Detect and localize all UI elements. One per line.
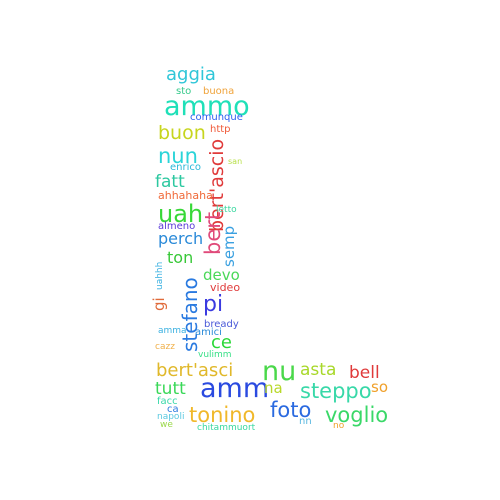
word-stefano: stefano: [178, 277, 202, 352]
word-ahhahaha: ahhahaha: [158, 189, 213, 202]
word-no: no: [333, 421, 345, 431]
word-pi: pi: [203, 292, 224, 317]
word-bready: bready: [204, 319, 239, 330]
word-facc: facc: [157, 396, 178, 407]
word-amma: amma: [158, 326, 187, 336]
word-na: na: [264, 379, 283, 397]
word-amm: amm: [200, 373, 270, 404]
word-http: http: [210, 124, 231, 135]
word-enrico: enrico: [170, 162, 201, 173]
word-cazz: cazz: [155, 342, 175, 352]
word-perch: perch: [158, 229, 204, 248]
word-san: san: [228, 157, 243, 166]
word-almeno: almeno: [158, 221, 196, 232]
word-sto: sto: [176, 86, 192, 97]
word-amici: amici: [195, 327, 222, 338]
word-asta: asta: [300, 360, 337, 380]
word-tonino: tonino: [189, 403, 256, 427]
word-steppo: steppo: [300, 379, 372, 403]
word-foto: foto: [270, 398, 312, 422]
word-napoli: napoli: [157, 412, 185, 422]
word-we: we: [160, 420, 173, 430]
word-buona: buona: [203, 86, 235, 97]
word-comunque: comunque: [190, 112, 243, 123]
word-uahhh: uahhh: [155, 262, 165, 291]
word-gi: gi: [150, 297, 168, 311]
word-bert: bert: [201, 212, 225, 256]
word-so: so: [371, 378, 388, 396]
word-bell: bell: [349, 363, 380, 383]
word-ca: ca: [167, 404, 179, 415]
word-vulimm: vulimm: [198, 350, 232, 360]
word-bert-asci: bert'asci: [156, 360, 234, 381]
word-ammo: ammo: [164, 91, 250, 122]
word-nn: nn: [299, 416, 312, 427]
word-ce: ce: [211, 332, 232, 353]
word-devo: devo: [203, 266, 240, 284]
word-buon: buon: [158, 122, 206, 144]
word-nun: nun: [158, 144, 198, 168]
word-letto: letto: [216, 205, 237, 215]
word-aggia: aggia: [166, 64, 216, 85]
word-video: video: [210, 281, 241, 294]
word-chitammuort: chitammuort: [197, 423, 256, 433]
word-tutt: tutt: [155, 379, 186, 399]
word-fatt: fatt: [155, 172, 185, 192]
word-ton: ton: [167, 248, 194, 267]
word-nu: nu: [262, 356, 297, 387]
word-voglio: voglio: [325, 403, 389, 427]
word-uah: uah: [158, 200, 204, 228]
